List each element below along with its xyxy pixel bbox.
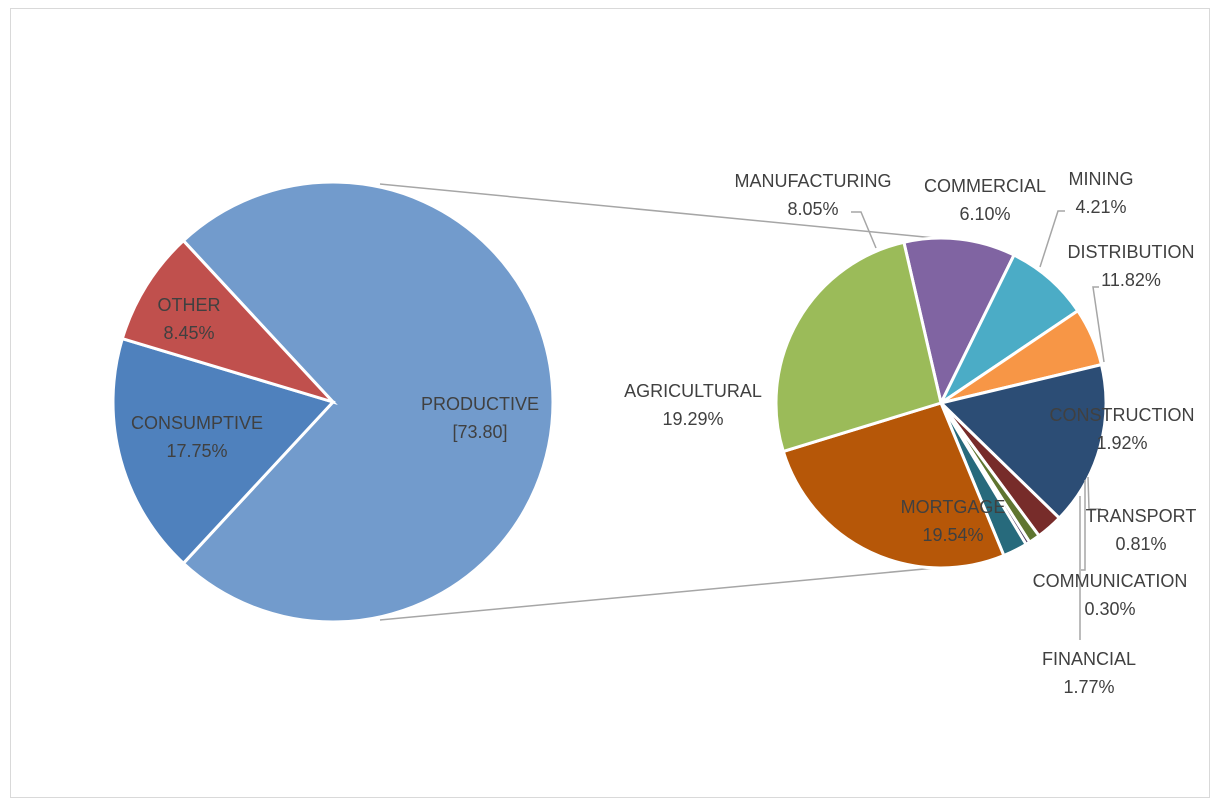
data-label-name-distribution: DISTRIBUTION [1067,242,1194,262]
secondary-slice-mortgage [781,401,1006,570]
secondary-pie [774,236,1108,570]
connector-top [379,183,936,239]
leader-line-mining [1039,210,1065,268]
primary-pie [111,180,555,624]
connector-lines [379,183,936,621]
data-label-communication: COMMUNICATION 0.30% [1033,571,1188,619]
data-label-value-agricultural: 19.29% [662,409,723,429]
data-label-financial: FINANCIAL 1.77% [1042,649,1136,697]
data-label-name-commercial: COMMERCIAL [924,176,1046,196]
leader-line-manufacturing [851,211,877,249]
data-label-name-communication: COMMUNICATION [1033,571,1188,591]
data-label-name-construction: CONSTRUCTION [1050,405,1195,425]
data-label-value-other: 8.45% [163,323,214,343]
data-label-mining: MINING 4.21% [1069,169,1134,217]
secondary-slice-distribution [938,362,1108,521]
primary-slice-consumptive [111,336,336,566]
data-label-name-mortgage: MORTGAGE [901,497,1006,517]
data-label-name-agricultural: AGRICULTURAL [624,381,762,401]
data-label-consumptive: CONSUMPTIVE 17.75% [131,413,263,461]
data-label-manufacturing: MANUFACTURING 8.05% [735,171,892,219]
data-label-name-productive: PRODUCTIVE [421,394,539,414]
data-label-name-other: OTHER [158,295,221,315]
data-label-construction: CONSTRUCTION 1.92% [1050,405,1195,453]
data-label-agricultural: AGRICULTURAL 19.29% [624,381,762,429]
data-label-name-transport: TRANSPORT [1086,506,1197,526]
data-label-name-manufacturing: MANUFACTURING [735,171,892,191]
data-label-distribution: DISTRIBUTION 11.82% [1067,242,1194,290]
secondary-slice-commercial [937,253,1080,408]
leader-lines [851,210,1105,640]
secondary-slice-manufacturing [902,236,1017,408]
data-label-commercial: COMMERCIAL 6.10% [924,176,1046,224]
data-label-value-financial: 1.77% [1063,677,1114,697]
data-label-value-communication: 0.30% [1084,599,1135,619]
data-label-mortgage: MORTGAGE 19.54% [901,497,1006,545]
data-label-other: OTHER 8.45% [158,295,221,343]
data-label-value-productive: [73.80] [452,422,507,442]
data-label-value-mining: 4.21% [1075,197,1126,217]
data-label-name-consumptive: CONSUMPTIVE [131,413,263,433]
data-label-value-consumptive: 17.75% [166,441,227,461]
primary-slice-productive [181,180,555,624]
data-label-name-financial: FINANCIAL [1042,649,1136,669]
data-label-value-manufacturing: 8.05% [787,199,838,219]
data-label-transport: TRANSPORT 0.81% [1086,506,1197,554]
leader-line-communication [1081,480,1086,571]
data-label-productive: PRODUCTIVE [73.80] [421,394,539,442]
data-label-value-commercial: 6.10% [959,204,1010,224]
secondary-slice-agricultural [774,240,943,454]
data-label-value-distribution: 11.82% [1101,270,1161,290]
data-labels: PRODUCTIVE [73.80] CONSUMPTIVE 17.75% OTHER 8… [131,169,1196,697]
data-label-value-mortgage: 19.54% [922,525,983,545]
leader-line-transport [1087,476,1101,510]
primary-slice-other [120,238,338,406]
leader-line-distribution [1092,286,1105,363]
data-label-value-construction: 1.92% [1096,433,1147,453]
connector-bottom [379,567,936,621]
data-label-value-transport: 0.81% [1115,534,1166,554]
data-label-name-mining: MINING [1069,169,1134,189]
